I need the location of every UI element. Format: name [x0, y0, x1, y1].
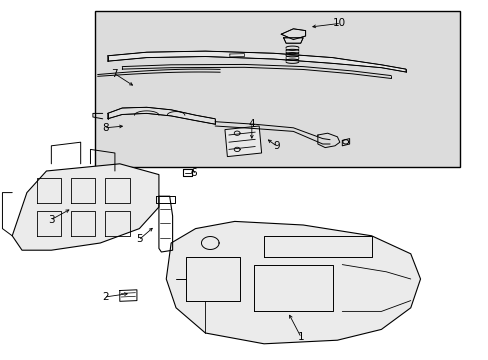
- Polygon shape: [281, 29, 305, 40]
- Text: 2: 2: [102, 292, 108, 302]
- Text: 8: 8: [102, 123, 108, 133]
- Polygon shape: [107, 51, 405, 72]
- Text: 9: 9: [272, 141, 279, 151]
- Text: 1: 1: [297, 332, 304, 342]
- Polygon shape: [166, 221, 420, 344]
- Polygon shape: [107, 107, 215, 124]
- Text: 4: 4: [248, 119, 255, 129]
- Text: 7: 7: [111, 69, 118, 79]
- Bar: [95, 11, 459, 167]
- Text: 5: 5: [136, 234, 142, 244]
- Polygon shape: [283, 38, 303, 43]
- Text: 6: 6: [189, 168, 196, 178]
- Text: 3: 3: [48, 215, 55, 225]
- Text: 10: 10: [333, 18, 346, 28]
- Polygon shape: [224, 126, 261, 157]
- Polygon shape: [12, 164, 159, 250]
